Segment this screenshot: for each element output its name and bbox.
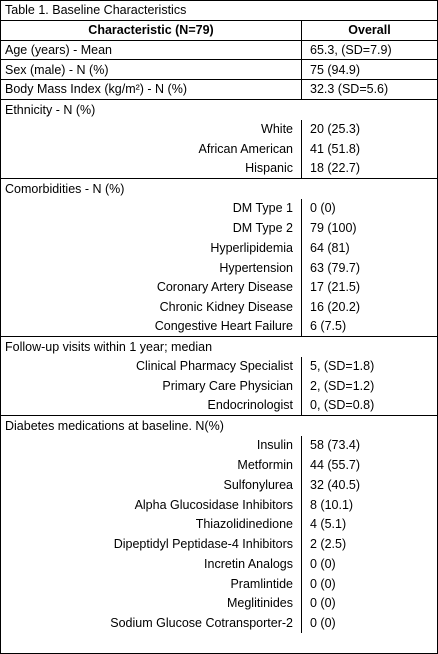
label-cell: Hyperlipidemia: [1, 238, 302, 258]
section-item-row: Chronic Kidney Disease 16 (20.2): [1, 297, 437, 317]
value-cell: 2 (2.5): [310, 537, 347, 552]
label-cell: Metformin: [1, 455, 302, 475]
label-cell: Hypertension: [1, 257, 302, 278]
label-cell: Primary Care Physician: [1, 376, 302, 396]
section-heading-row: Comorbidities - N (%): [1, 179, 437, 199]
value-cell: 0 (0): [310, 576, 336, 591]
label-cell: Congestive Heart Failure: [1, 317, 302, 336]
value-cell: 65.3, (SD=7.9): [310, 42, 392, 57]
section-heading-row: Diabetes medications at baseline. N(%): [1, 416, 437, 436]
section-heading: Diabetes medications at baseline. N(%): [5, 418, 224, 433]
section-item-row: Hyperlipidemia 64 (81): [1, 238, 437, 258]
label-cell: Incretin Analogs: [1, 554, 302, 574]
section-item-row: Clinical Pharmacy Specialist 5, (SD=1.8): [1, 356, 437, 377]
label-cell: Body Mass Index (kg/m²) - N (%): [1, 80, 302, 99]
section-item-row: African American 41 (51.8): [1, 139, 437, 159]
section-heading: Follow-up visits within 1 year; median: [5, 339, 213, 354]
section-item-row: DM Type 2 79 (100): [1, 218, 437, 238]
value-cell: 64 (81): [310, 240, 350, 255]
value-cell: 2, (SD=1.2): [310, 379, 375, 394]
value-cell: 8 (10.1): [310, 497, 354, 512]
label-cell: Pramlintide: [1, 573, 302, 594]
section-item-row: DM Type 1 0 (0): [1, 198, 437, 219]
value-cell: 6 (7.5): [310, 319, 347, 334]
section-item-row: Insulin 58 (73.4): [1, 435, 437, 456]
data-row: Age (years) - Mean 65.3, (SD=7.9): [1, 40, 437, 61]
value-cell: 0, (SD=0.8): [310, 398, 375, 413]
value-cell: 75 (94.9): [310, 62, 361, 77]
label-cell: DM Type 2: [1, 218, 302, 238]
section-item-row: Incretin Analogs 0 (0): [1, 554, 437, 574]
section-item-row: Sulfonylurea 32 (40.5): [1, 475, 437, 495]
table-title: Table 1. Baseline Characteristics: [5, 3, 187, 18]
value-cell: 20 (25.3): [310, 122, 361, 137]
section-heading-row: Follow-up visits within 1 year; median: [1, 337, 437, 357]
section-item-row: White 20 (25.3): [1, 119, 437, 140]
section-item-row: Endocrinologist 0, (SD=0.8): [1, 396, 437, 416]
section-heading: Ethnicity - N (%): [5, 102, 96, 117]
header-cell: Overall: [348, 23, 391, 38]
section-item-row: Hispanic 18 (22.7): [1, 159, 437, 179]
label-cell: Sodium Glucose Cotransporter-2: [1, 613, 302, 633]
header-cell: Characteristic (N=79): [1, 20, 302, 40]
label-cell: Sulfonylurea: [1, 475, 302, 495]
section-item-row: Hypertension 63 (79.7): [1, 257, 437, 278]
section-item-row: Pramlintide 0 (0): [1, 573, 437, 594]
section-heading-row: Ethnicity - N (%): [1, 100, 437, 120]
label-cell: Thiazolidinedione: [1, 514, 302, 535]
value-cell: 32.3 (SD=5.6): [310, 82, 389, 97]
label-cell: Dipeptidyl Peptidase-4 Inhibitors: [1, 534, 302, 554]
title-row: Table 1. Baseline Characteristics: [1, 1, 437, 21]
label-cell: Insulin: [1, 435, 302, 456]
section-item-row: Thiazolidinedione 4 (5.1): [1, 514, 437, 535]
data-row: Sex (male) - N (%) 75 (94.9): [1, 60, 437, 80]
value-cell: 16 (20.2): [310, 300, 361, 315]
value-cell: 18 (22.7): [310, 161, 361, 176]
value-cell: 32 (40.5): [310, 477, 361, 492]
value-cell: 17 (21.5): [310, 280, 361, 295]
section-item-row: Alpha Glucosidase Inhibitors 8 (10.1): [1, 494, 437, 515]
label-cell: Clinical Pharmacy Specialist: [1, 356, 302, 377]
section-item-row: Coronary Artery Disease 17 (21.5): [1, 277, 437, 298]
label-cell: Age (years) - Mean: [1, 40, 302, 60]
value-cell: 0 (0): [310, 556, 336, 571]
label-cell: Hispanic: [1, 159, 302, 178]
data-row: Body Mass Index (kg/m²) - N (%) 32.3 (SD=…: [1, 80, 437, 100]
value-cell: 0 (0): [310, 596, 336, 611]
section-item-row: Dipeptidyl Peptidase-4 Inhibitors 2 (2.5): [1, 534, 437, 554]
value-cell: 79 (100): [310, 221, 357, 236]
label-cell: Coronary Artery Disease: [1, 277, 302, 298]
header-row: Characteristic (N=79) Overall: [1, 20, 437, 41]
label-cell: Sex (male) - N (%): [1, 60, 302, 79]
label-cell: Alpha Glucosidase Inhibitors: [1, 494, 302, 515]
value-cell: 63 (79.7): [310, 260, 361, 275]
section-heading: Comorbidities - N (%): [5, 181, 125, 196]
value-cell: 58 (73.4): [310, 438, 361, 453]
section-item-row: Meglitinides 0 (0): [1, 593, 437, 614]
label-cell: Meglitinides: [1, 593, 302, 614]
label-cell: Endocrinologist: [1, 396, 302, 415]
section-item-row: Sodium Glucose Cotransporter-2 0 (0): [1, 613, 437, 633]
section-item-row: Primary Care Physician 2, (SD=1.2): [1, 376, 437, 396]
label-cell: African American: [1, 139, 302, 159]
value-cell: 0 (0): [310, 616, 336, 631]
section-item-row: Metformin 44 (55.7): [1, 455, 437, 475]
value-cell: 4 (5.1): [310, 517, 347, 532]
value-cell: 41 (51.8): [310, 142, 361, 157]
label-cell: White: [1, 119, 302, 140]
value-cell: 0 (0): [310, 201, 336, 216]
value-cell: 5, (SD=1.8): [310, 359, 375, 374]
label-cell: Chronic Kidney Disease: [1, 297, 302, 317]
section-item-row: Congestive Heart Failure 6 (7.5): [1, 317, 437, 337]
value-cell: 44 (55.7): [310, 458, 361, 473]
label-cell: DM Type 1: [1, 198, 302, 219]
